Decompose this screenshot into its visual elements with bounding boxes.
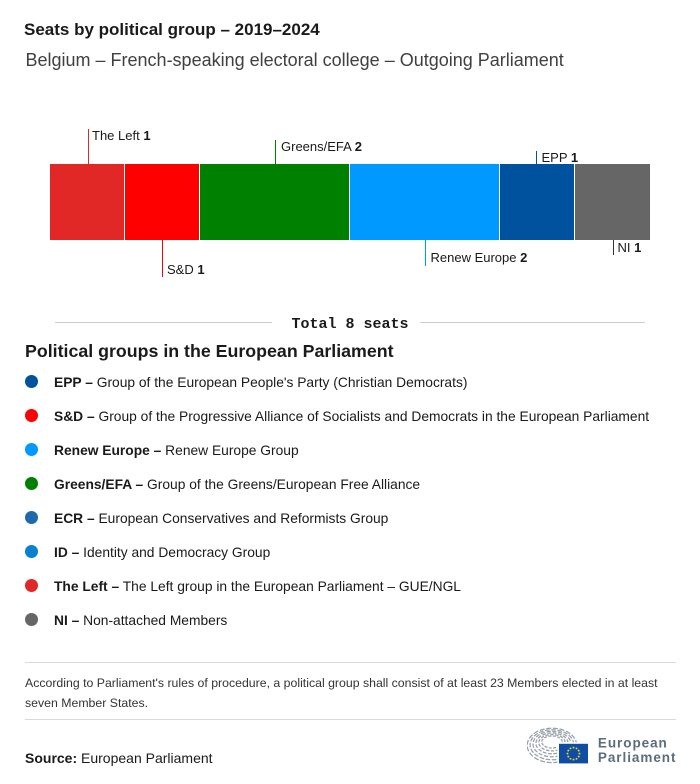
svg-text:European: European (598, 736, 668, 751)
svg-text:Parliament: Parliament (598, 750, 677, 765)
